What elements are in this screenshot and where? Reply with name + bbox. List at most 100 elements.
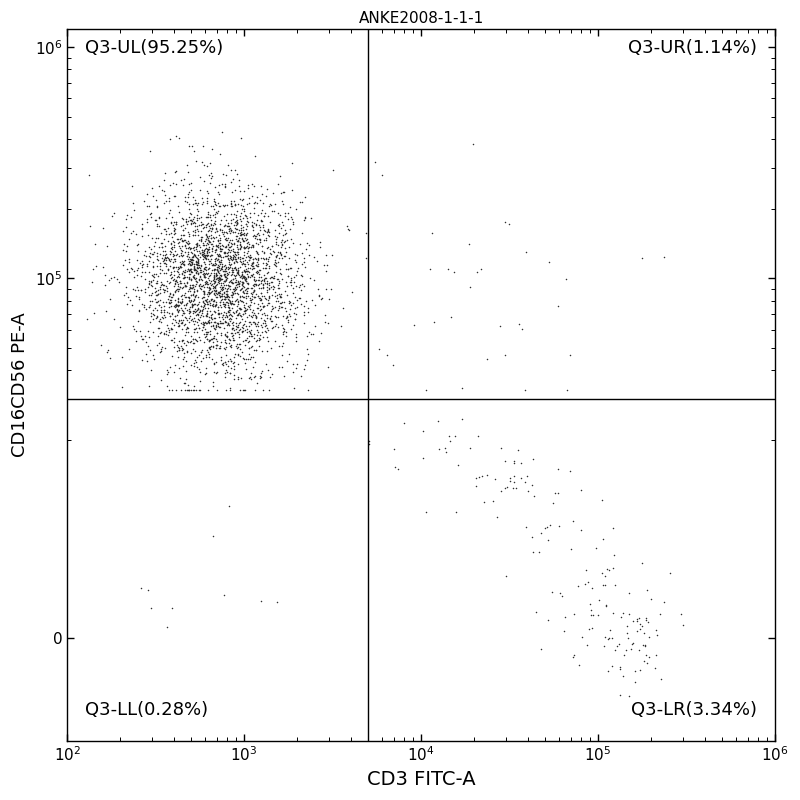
- Point: [620, 644, 633, 657]
- Point: [180, 322, 193, 334]
- Point: [244, 371, 257, 384]
- Point: [210, 263, 223, 276]
- Point: [170, 298, 183, 311]
- Point: [640, 657, 653, 670]
- Point: [250, 255, 263, 268]
- Point: [617, 670, 630, 682]
- Point: [235, 283, 248, 296]
- Point: [262, 210, 275, 223]
- Point: [158, 249, 171, 262]
- Point: [244, 294, 257, 306]
- Point: [318, 315, 331, 328]
- Point: [202, 317, 215, 330]
- Point: [186, 217, 199, 230]
- Point: [194, 272, 207, 285]
- Point: [164, 254, 177, 267]
- Point: [231, 276, 244, 289]
- Point: [247, 202, 260, 214]
- Point: [190, 251, 202, 264]
- Point: [234, 132, 247, 145]
- Point: [520, 246, 533, 259]
- Point: [154, 327, 166, 340]
- Point: [212, 234, 225, 246]
- Point: [226, 263, 238, 276]
- Point: [206, 258, 219, 270]
- Point: [190, 212, 203, 225]
- Point: [144, 294, 157, 307]
- Point: [138, 286, 151, 298]
- Point: [214, 263, 227, 276]
- Point: [238, 270, 250, 282]
- Point: [164, 244, 177, 257]
- Point: [273, 287, 286, 300]
- Point: [178, 229, 190, 242]
- Point: [270, 233, 282, 246]
- Point: [150, 289, 162, 302]
- Point: [190, 238, 203, 251]
- Point: [200, 277, 213, 290]
- Point: [198, 270, 211, 283]
- Point: [230, 320, 242, 333]
- Point: [192, 322, 205, 334]
- Point: [198, 261, 211, 274]
- Point: [245, 269, 258, 282]
- Point: [230, 286, 243, 299]
- Point: [171, 266, 184, 278]
- Point: [247, 196, 260, 209]
- Point: [220, 262, 233, 274]
- Point: [198, 262, 210, 275]
- Point: [140, 336, 153, 349]
- Point: [250, 329, 263, 342]
- Point: [214, 250, 226, 262]
- Point: [210, 268, 223, 281]
- Point: [251, 248, 264, 261]
- Point: [222, 280, 235, 293]
- Point: [244, 298, 257, 311]
- Point: [175, 212, 188, 225]
- Point: [190, 284, 203, 297]
- Point: [262, 296, 274, 309]
- Point: [178, 264, 191, 277]
- Point: [205, 319, 218, 332]
- Point: [206, 298, 218, 311]
- Point: [176, 303, 189, 316]
- Point: [214, 245, 226, 258]
- Point: [229, 278, 242, 291]
- Point: [154, 306, 167, 318]
- Point: [147, 270, 160, 283]
- Point: [253, 282, 266, 294]
- Point: [167, 319, 180, 332]
- Point: [238, 272, 251, 285]
- Point: [230, 262, 242, 275]
- Point: [156, 237, 169, 250]
- Point: [225, 298, 238, 310]
- Point: [179, 266, 192, 278]
- Point: [186, 250, 198, 263]
- Point: [197, 253, 210, 266]
- Point: [222, 278, 234, 291]
- Point: [284, 262, 297, 274]
- Point: [209, 316, 222, 329]
- Point: [146, 312, 159, 325]
- Point: [186, 281, 199, 294]
- Point: [197, 318, 210, 330]
- Point: [223, 367, 236, 380]
- Point: [209, 319, 222, 332]
- Point: [210, 261, 223, 274]
- Point: [173, 314, 186, 327]
- Point: [236, 258, 249, 270]
- Point: [238, 258, 251, 270]
- Point: [232, 269, 245, 282]
- Point: [198, 247, 210, 260]
- Point: [148, 302, 161, 314]
- Point: [158, 166, 171, 179]
- Point: [169, 314, 182, 326]
- Point: [289, 254, 302, 266]
- Point: [192, 312, 205, 325]
- Point: [201, 267, 214, 280]
- Point: [146, 294, 158, 307]
- Point: [218, 269, 231, 282]
- Point: [567, 649, 580, 662]
- Point: [621, 626, 634, 639]
- Point: [198, 270, 210, 282]
